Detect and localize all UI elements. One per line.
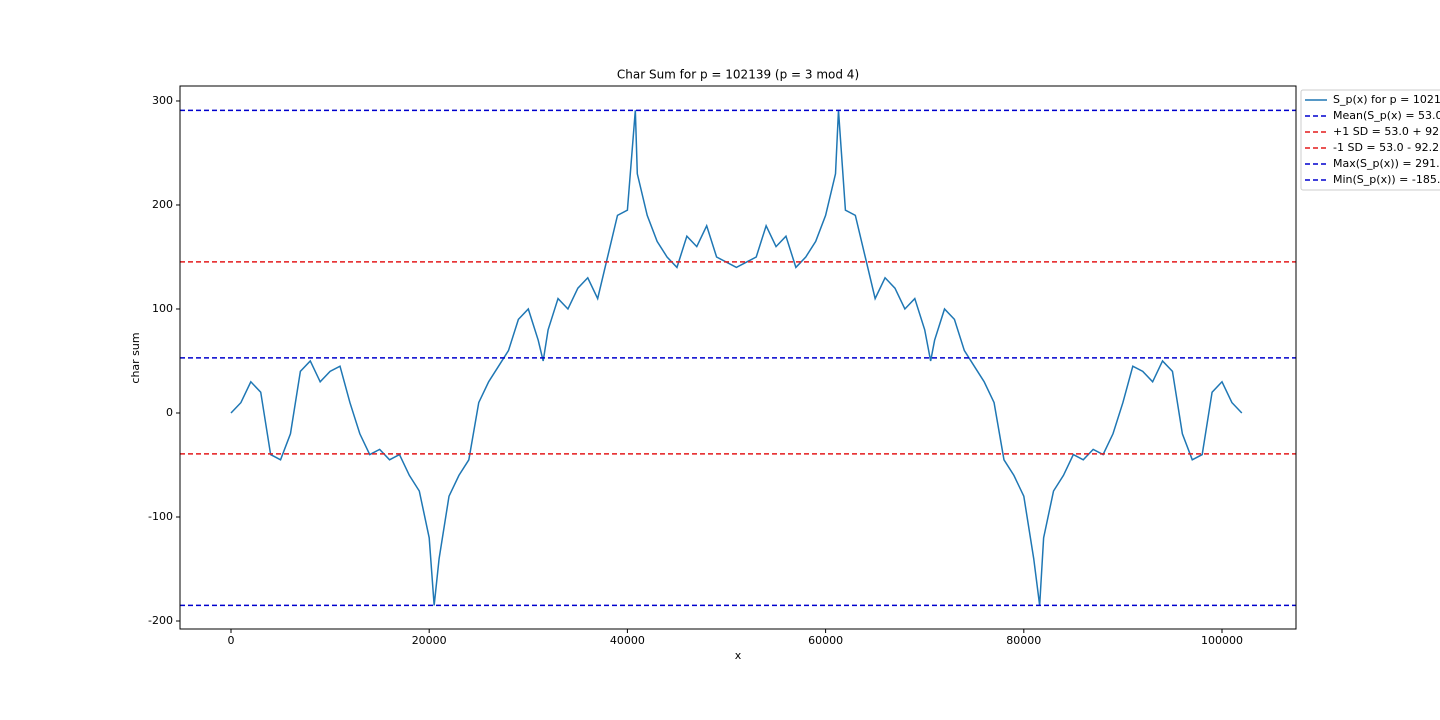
y-tick-label: 0 xyxy=(166,406,173,419)
y-tick-label: -100 xyxy=(148,510,173,523)
x-tick-label: 40000 xyxy=(610,634,645,647)
legend-label: Mean(S_p(x) = 53.0 xyxy=(1333,109,1440,122)
x-tick-label: 60000 xyxy=(808,634,843,647)
y-tick-label: -200 xyxy=(148,614,173,627)
legend-box xyxy=(1300,89,1440,191)
x-tick-label: 0 xyxy=(227,634,234,647)
y-tick-label: 300 xyxy=(152,94,173,107)
x-axis-label: x xyxy=(735,649,742,662)
legend-label: Min(S_p(x)) = -185.0 xyxy=(1333,173,1440,186)
y-axis-label: char sum xyxy=(129,332,142,383)
legend-label: +1 SD = 53.0 + 92.2 xyxy=(1333,125,1440,138)
legend-label: -1 SD = 53.0 - 92.258 xyxy=(1333,141,1440,154)
y-tick-label: 100 xyxy=(152,302,173,315)
chart-title: Char Sum for p = 102139 (p = 3 mod 4) xyxy=(617,68,859,82)
x-tick-label: 20000 xyxy=(412,634,447,647)
legend-label: Max(S_p(x)) = 291.0 xyxy=(1333,157,1440,170)
data-line xyxy=(230,110,1243,606)
x-tick-label: 80000 xyxy=(1006,634,1041,647)
legend-label: S_p(x) for p = 102139 xyxy=(1333,93,1440,106)
y-tick-label: 200 xyxy=(152,198,173,211)
x-tick-label: 100000 xyxy=(1201,634,1243,647)
plot-frame xyxy=(179,85,1297,630)
